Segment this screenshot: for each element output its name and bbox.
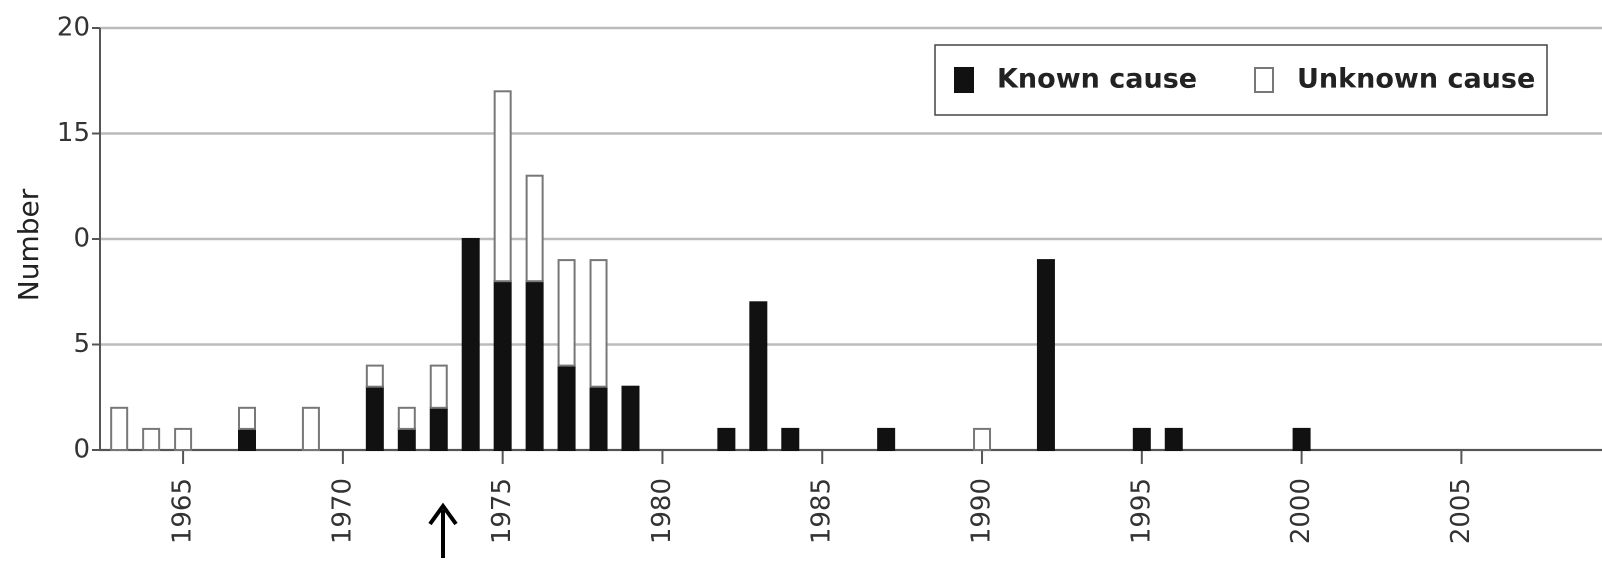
bar-segment: [461, 238, 480, 451]
y-axis-label: Number: [12, 188, 45, 301]
bar-segment: [429, 364, 448, 409]
x-tick-label: 1990: [967, 478, 997, 544]
y-tick-label: 5: [73, 329, 90, 359]
bar-segment: [142, 427, 161, 451]
y-tick-label: 15: [57, 118, 90, 148]
legend: Known cause Unknown cause: [934, 44, 1548, 116]
x-tick-label: 1965: [168, 478, 198, 544]
bar-segment: [397, 427, 416, 451]
legend-swatch: [954, 67, 974, 93]
bar-segment: [110, 406, 129, 451]
y-tick-label: 20: [57, 13, 90, 43]
bar-segment: [717, 427, 736, 451]
bar-segment: [1164, 427, 1183, 451]
bar-segment: [589, 259, 608, 388]
bar-segment: [429, 406, 448, 451]
bar-segment: [557, 364, 576, 452]
bar-segment: [493, 90, 512, 283]
y-tick-label: 0: [73, 435, 90, 465]
arrow: [428, 502, 458, 558]
bar-segment: [301, 406, 320, 451]
x-tick-label: 1995: [1126, 478, 1156, 544]
x-tick-label: 1985: [807, 478, 837, 544]
bar-segment: [1132, 427, 1151, 451]
bar-segment: [781, 427, 800, 451]
bar-segment: [557, 259, 576, 367]
x-tick-label: 1980: [647, 478, 677, 544]
x-tick-label: 1970: [327, 478, 357, 544]
bar-segment: [525, 174, 544, 283]
x-tick-label: 2005: [1446, 478, 1476, 544]
bar-segment: [365, 364, 384, 388]
legend-swatch: [1254, 67, 1274, 93]
bar-segment: [877, 427, 896, 451]
bar-segment: [174, 427, 193, 451]
legend-box: [934, 44, 1548, 116]
bar-segment: [525, 280, 544, 452]
bar-segment: [1292, 427, 1311, 451]
x-tick-label: 2000: [1286, 478, 1316, 544]
bar-segment: [493, 280, 512, 452]
bar-segment: [365, 385, 384, 452]
bar-segment: [397, 406, 416, 430]
bar-segment: [589, 385, 608, 452]
bar-segment: [238, 406, 257, 430]
bar-segment: [238, 427, 257, 451]
bar-segment: [621, 385, 640, 452]
legend-label: Unknown cause: [1297, 64, 1535, 95]
bar-segment: [1036, 259, 1055, 451]
bar-segment: [973, 427, 992, 451]
legend-label: Known cause: [997, 64, 1197, 95]
y-tick-label: 0: [73, 224, 90, 254]
arrow-head: [428, 502, 458, 526]
x-tick-label: 1975: [487, 478, 517, 544]
bar-segment: [749, 301, 768, 451]
